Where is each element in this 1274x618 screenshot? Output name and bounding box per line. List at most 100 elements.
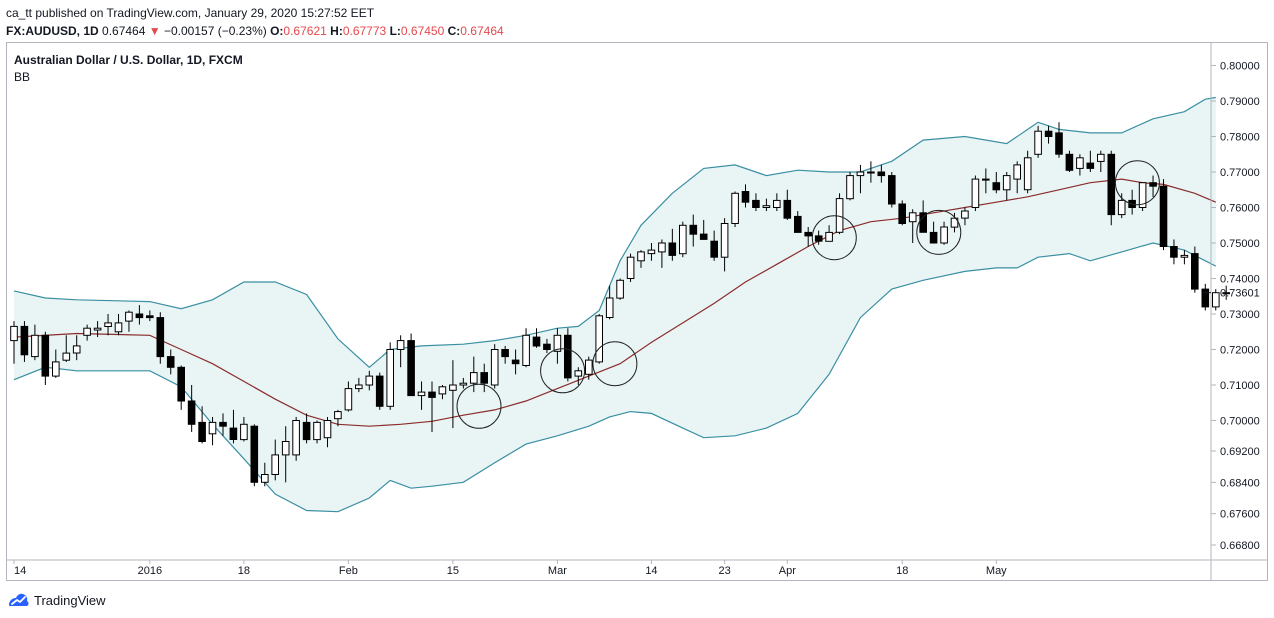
candle-78 bbox=[825, 225, 833, 242]
candle-body-up bbox=[1023, 157, 1032, 191]
candle-body-down bbox=[302, 421, 311, 441]
candle-26 bbox=[281, 426, 290, 483]
highlight-circle-4 bbox=[916, 209, 962, 255]
candle-body-down bbox=[804, 231, 813, 237]
candle-body-down bbox=[187, 400, 196, 425]
candle-29 bbox=[313, 420, 321, 444]
candle-86 bbox=[908, 209, 917, 243]
candle-body-down bbox=[1170, 246, 1178, 258]
candle-body-down bbox=[166, 356, 175, 368]
candle-101 bbox=[1065, 150, 1074, 172]
candle-body-up bbox=[31, 334, 39, 358]
x-tick-label: May bbox=[986, 565, 1007, 577]
candle-body-down bbox=[1107, 153, 1116, 216]
x-tick-label: 14 bbox=[645, 565, 657, 577]
candle-18 bbox=[198, 406, 206, 444]
candle-91 bbox=[961, 207, 969, 226]
candle-body-up bbox=[982, 178, 990, 181]
last-price: 0.67464 bbox=[102, 24, 146, 38]
candle-body-up bbox=[365, 375, 374, 386]
candle-body-up bbox=[961, 210, 969, 219]
candle-body-up bbox=[1222, 292, 1231, 295]
candle-85 bbox=[898, 200, 907, 226]
candle-body-up bbox=[261, 474, 269, 483]
indicator-label[interactable]: BB bbox=[14, 70, 30, 84]
close-label: C: bbox=[447, 24, 461, 38]
candle-body-down bbox=[1159, 185, 1168, 247]
candle-39 bbox=[417, 381, 426, 410]
candle-64 bbox=[679, 221, 687, 258]
candle-82 bbox=[867, 161, 875, 183]
x-tick-label: Feb bbox=[339, 565, 358, 577]
candle-73 bbox=[773, 193, 781, 212]
candle-body-up bbox=[1212, 292, 1220, 308]
open-value: 0.67621 bbox=[283, 24, 327, 38]
candle-body-up bbox=[553, 334, 562, 352]
highlight-circle-0 bbox=[456, 383, 502, 429]
candle-92 bbox=[971, 175, 980, 212]
candle-47 bbox=[501, 345, 509, 364]
candle-body-up bbox=[355, 384, 363, 390]
candle-body-up bbox=[867, 171, 875, 174]
candle-19 bbox=[208, 416, 217, 446]
candle-52 bbox=[553, 328, 562, 364]
y-tick-label: 0.75000 bbox=[1220, 238, 1260, 250]
candle-32 bbox=[344, 381, 353, 412]
candle-body-up bbox=[679, 224, 687, 255]
candle-body-up bbox=[62, 352, 71, 361]
candle-21 bbox=[229, 409, 238, 444]
candle-60 bbox=[637, 250, 645, 268]
candle-17 bbox=[187, 385, 196, 432]
candle-body-up bbox=[940, 226, 948, 244]
candle-110 bbox=[1159, 179, 1168, 251]
candle-4 bbox=[52, 349, 60, 378]
candle-body-up bbox=[658, 242, 666, 253]
candle-33 bbox=[355, 377, 363, 393]
candle-body-up bbox=[470, 372, 478, 384]
candle-70 bbox=[741, 184, 750, 208]
candle-body-up bbox=[846, 175, 854, 200]
candle-108 bbox=[1138, 182, 1147, 212]
y-tick-label: 0.74000 bbox=[1220, 274, 1260, 286]
brand-name: TradingView bbox=[34, 592, 106, 608]
bollinger-fill bbox=[14, 97, 1216, 512]
candle-body-up bbox=[292, 420, 300, 456]
candle-body-down bbox=[699, 233, 708, 240]
candle-93 bbox=[982, 168, 990, 194]
candle-body-down bbox=[783, 199, 792, 219]
candle-40 bbox=[428, 381, 436, 432]
candle-102 bbox=[1076, 154, 1084, 176]
candle-99 bbox=[1044, 125, 1053, 144]
candle-95 bbox=[1002, 172, 1011, 201]
candle-body-down bbox=[428, 391, 436, 398]
candle-body-up bbox=[344, 388, 353, 411]
down-arrow-icon: ▼ bbox=[148, 24, 161, 38]
candle-69 bbox=[731, 191, 739, 228]
candle-84 bbox=[888, 172, 896, 208]
candle-body-up bbox=[72, 345, 81, 354]
candle-89 bbox=[940, 221, 948, 245]
candle-body-up bbox=[647, 249, 656, 255]
candle-body-up bbox=[114, 322, 123, 333]
candle-body-up bbox=[950, 217, 959, 228]
candle-11 bbox=[125, 310, 133, 332]
y-tick-label: 0.69200 bbox=[1220, 446, 1260, 458]
chart-title: Australian Dollar / U.S. Dollar, 1D, FXC… bbox=[14, 53, 243, 67]
candle-62 bbox=[658, 239, 666, 268]
close-value: 0.67464 bbox=[460, 24, 504, 38]
candle-46 bbox=[490, 344, 499, 389]
x-tick-label: 23 bbox=[718, 565, 730, 577]
x-tick-label: Mar bbox=[548, 565, 567, 577]
candle-96 bbox=[1013, 161, 1022, 194]
candle-58 bbox=[616, 278, 624, 300]
candle-14 bbox=[156, 312, 165, 364]
x-tick-label: 18 bbox=[896, 565, 908, 577]
candle-112 bbox=[1180, 250, 1189, 265]
chart-frame[interactable] bbox=[6, 42, 1268, 581]
candle-body-down bbox=[564, 334, 572, 379]
footer-brand[interactable]: TradingView bbox=[8, 590, 106, 610]
candle-111 bbox=[1170, 239, 1178, 265]
candle-body-down bbox=[919, 212, 928, 233]
candle-103 bbox=[1086, 150, 1095, 172]
